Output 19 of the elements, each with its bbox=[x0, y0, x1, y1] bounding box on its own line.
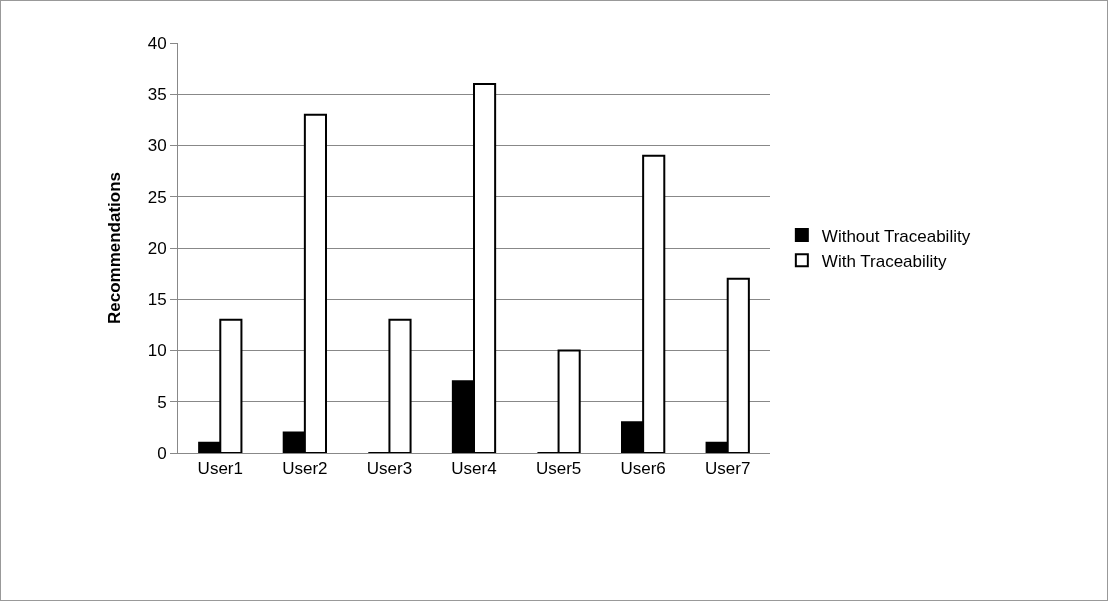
y-tick-label: 30 bbox=[147, 136, 167, 156]
y-tick-label: 35 bbox=[147, 85, 167, 105]
y-axis-title: Recommendations bbox=[105, 171, 125, 325]
x-tick-label: User1 bbox=[197, 459, 243, 479]
y-tick-label: 5 bbox=[157, 392, 167, 412]
legend-label: With Traceability bbox=[821, 251, 948, 271]
y-tick-label: 25 bbox=[147, 187, 167, 207]
y-tick-label: 10 bbox=[147, 341, 167, 361]
x-tick-label: User5 bbox=[535, 459, 582, 479]
x-tick-label: User6 bbox=[620, 459, 666, 479]
y-tick-label: 20 bbox=[147, 238, 167, 258]
legend-label: Without Traceability bbox=[821, 226, 971, 246]
x-tick-label: User4 bbox=[451, 459, 497, 479]
y-tick-label: 40 bbox=[147, 33, 167, 53]
y-tick-label: 15 bbox=[147, 290, 167, 310]
x-tick-label: User7 bbox=[705, 459, 751, 479]
x-tick-label: User3 bbox=[366, 459, 413, 479]
x-tick-label: User2 bbox=[282, 459, 328, 479]
y-tick-label: 0 bbox=[157, 443, 167, 463]
